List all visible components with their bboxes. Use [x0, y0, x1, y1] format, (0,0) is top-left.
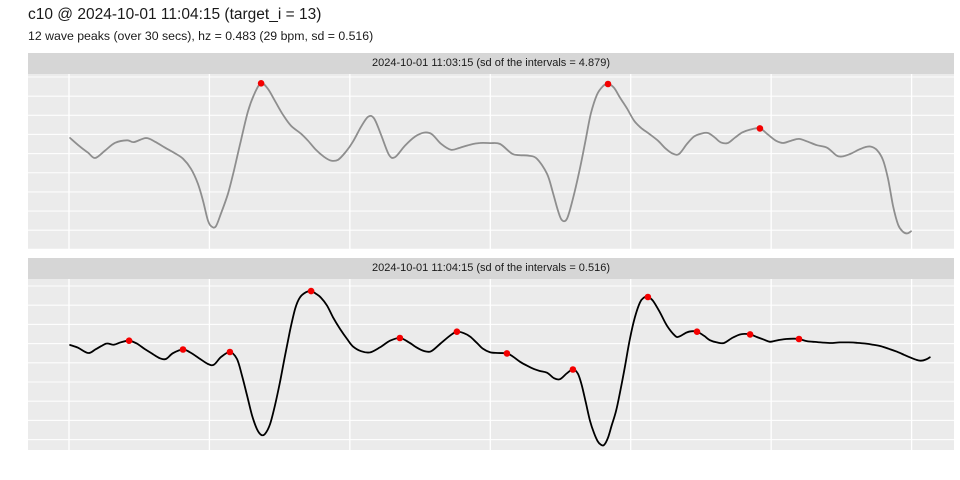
peak-marker	[756, 124, 764, 132]
facet-strip-1: 2024-10-01 11:03:15 (sd of the intervals…	[28, 52, 954, 74]
peak-marker	[307, 287, 315, 294]
peak-marker	[795, 335, 803, 342]
peak-marker	[746, 330, 754, 338]
peak-marker	[644, 293, 652, 300]
peak-marker	[226, 348, 234, 355]
peak-marker	[453, 327, 461, 335]
peak-marker	[503, 349, 511, 357]
facet-panel-1	[28, 73, 954, 249]
wave-line	[69, 289, 931, 446]
facet-strip-1-label: 2024-10-01 11:03:15 (sd of the intervals…	[372, 57, 610, 69]
panel-background	[28, 73, 954, 249]
facet-panel-2	[28, 278, 954, 450]
peak-marker	[604, 80, 612, 87]
peak-marker	[179, 345, 187, 353]
peak-marker	[396, 334, 404, 341]
panel-background	[28, 278, 954, 450]
plot-subtitle: 12 wave peaks (over 30 secs), hz = 0.483…	[28, 29, 374, 43]
peak-marker	[569, 365, 577, 373]
peak-marker	[125, 336, 133, 344]
plot-title: c10 @ 2024-10-01 11:04:15 (target_i = 13…	[28, 6, 322, 23]
peak-marker	[693, 327, 701, 335]
facet-strip-2-label: 2024-10-01 11:04:15 (sd of the intervals…	[372, 262, 610, 275]
peak-marker	[257, 79, 265, 87]
wave-line	[69, 81, 912, 234]
facet-strip-2: 2024-10-01 11:04:15 (sd of the intervals…	[28, 258, 954, 279]
